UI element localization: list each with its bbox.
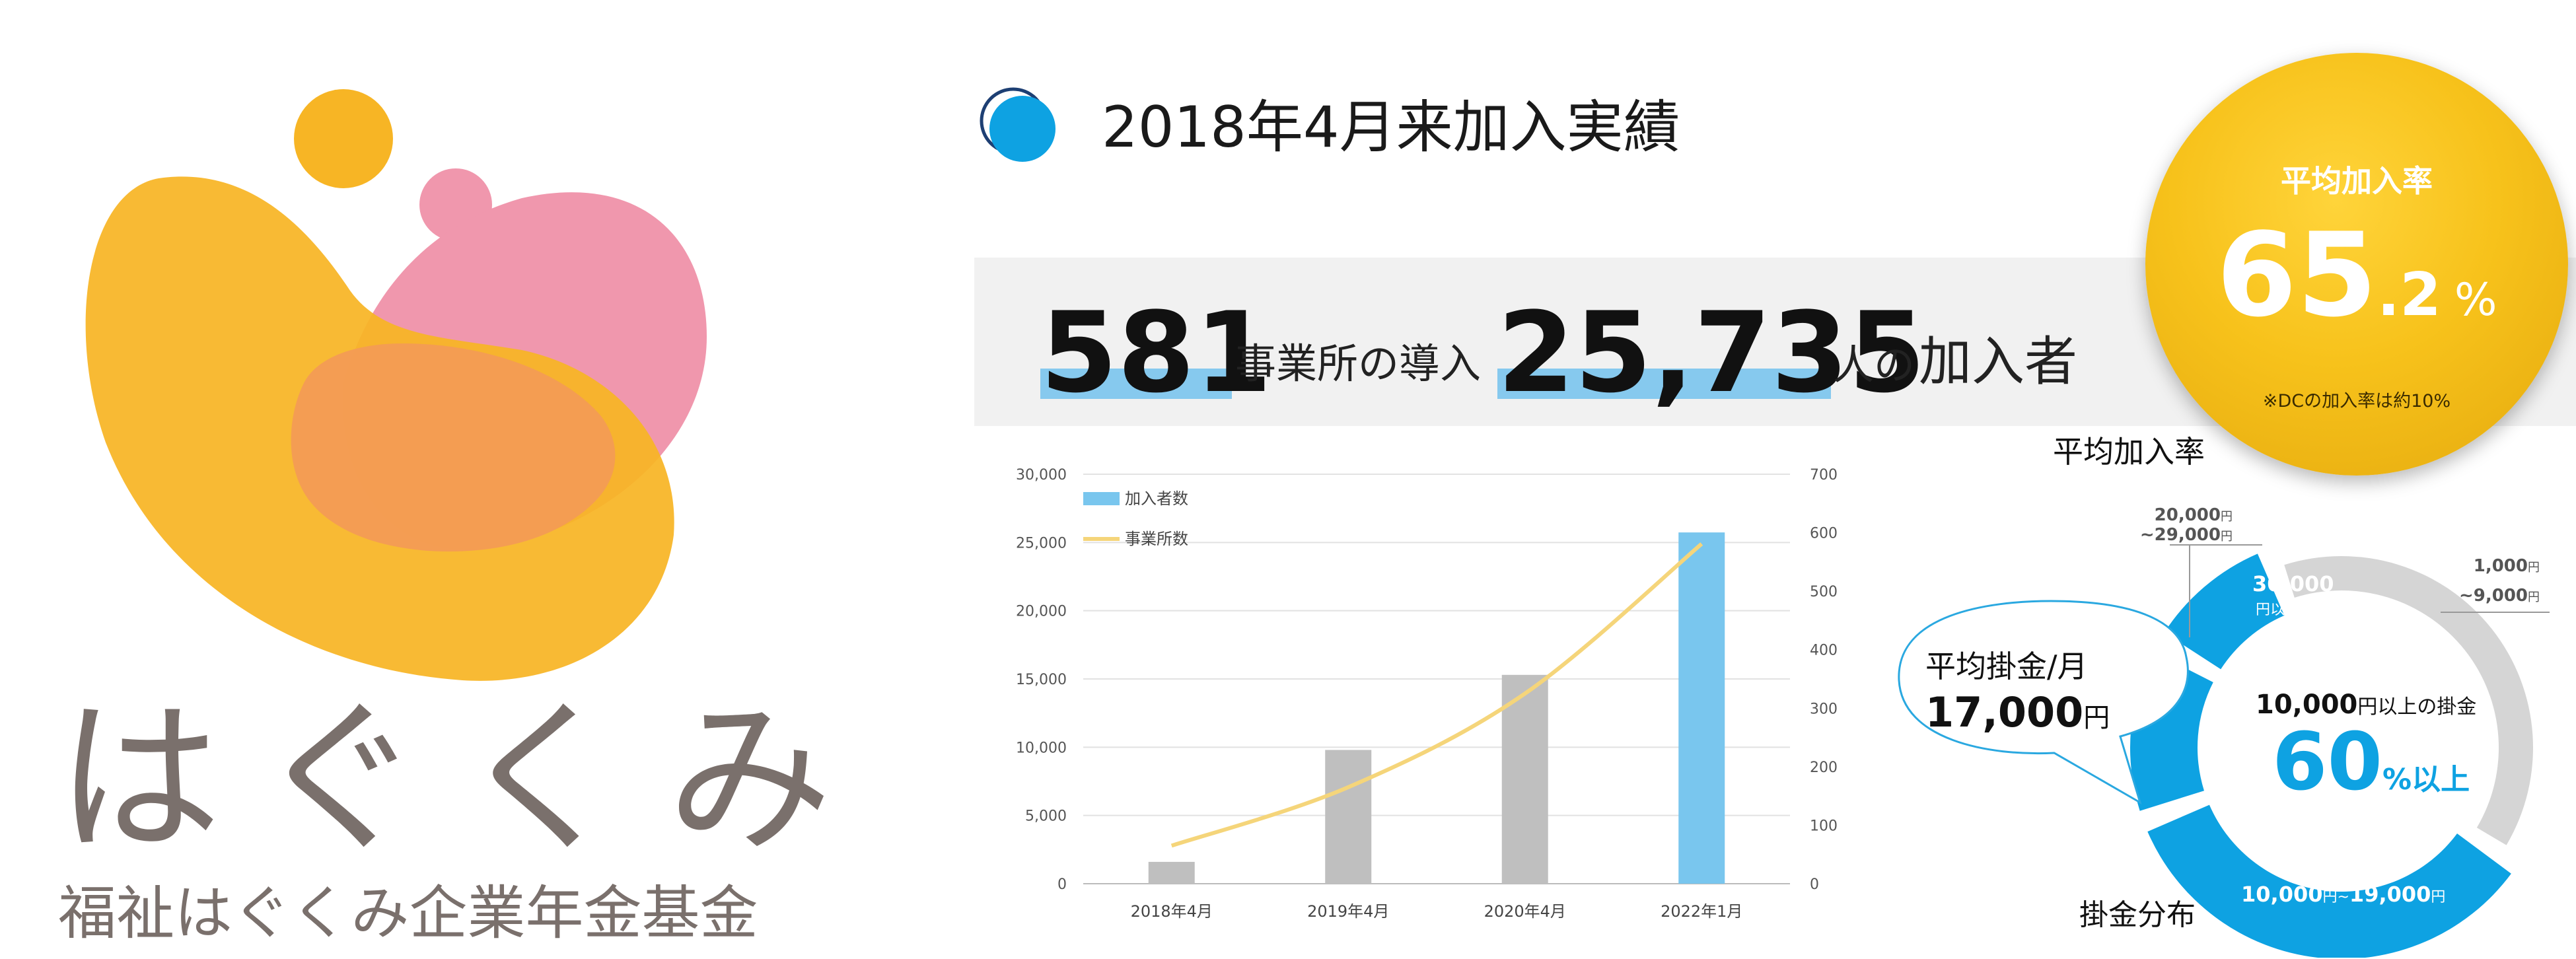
average-contribution-label: 平均掛金/月: [1925, 649, 2088, 684]
rate-value: 65.2%: [2145, 218, 2568, 334]
segment-20000-value: 20,000円: [2155, 505, 2233, 525]
members-count: 25,735: [1497, 288, 1926, 417]
y-left-tick-label: 15,000: [1016, 672, 1067, 688]
segment-20000-value-2: ~29,000円: [2140, 525, 2233, 545]
y-right-tick-label: 600: [1810, 526, 1838, 542]
rate-value-int: 65: [2216, 209, 2378, 343]
x-tick-label: 2020年4月: [1484, 902, 1566, 921]
logo-orange-dot: [294, 89, 393, 188]
members-label-2: 加入者: [1919, 331, 2077, 392]
members-label-1: 人の: [1833, 341, 1915, 389]
segment-1000-value: 1,000円: [2474, 556, 2540, 576]
center-threshold: 10,000円以上の掛金: [2256, 690, 2476, 720]
average-rate-badge: 平均加入率 65.2% ※DCの加入率は約10%: [2145, 53, 2568, 476]
donut-ring: [2130, 553, 2533, 958]
segment-10000-label: 10,000円~19,000円: [2241, 882, 2445, 907]
x-tick-label: 2022年1月: [1661, 902, 1742, 921]
offices-highlight: [1040, 369, 1232, 399]
y-left-tick-label: 25,000: [1016, 535, 1067, 551]
y-left-tick-label: 30,000: [1016, 467, 1067, 483]
legend-swatch-members: [1083, 492, 1120, 505]
donut-segment: [2164, 553, 2285, 670]
x-tick-label: 2019年4月: [1307, 902, 1389, 921]
y-left-tick-label: 5,000: [1025, 808, 1067, 825]
donut-segment: [2147, 804, 2511, 958]
center-big-value: 60%以上: [2272, 717, 2470, 808]
y-right-tick-label: 0: [1810, 876, 1819, 893]
brand-name: はぐくみ: [56, 683, 869, 875]
rate-label: 平均加入率: [2281, 163, 2433, 199]
offices-count: 581: [1040, 288, 1272, 417]
rate-value-dec: .2: [2377, 260, 2441, 330]
y-right-tick-label: 300: [1810, 701, 1838, 717]
hagukumi-logo: [85, 89, 707, 681]
y-left-tick-label: 10,000: [1016, 740, 1067, 756]
donut-segment: [2284, 556, 2533, 845]
y-right-tick-label: 200: [1810, 760, 1838, 776]
y-left-tick-label: 0: [1057, 876, 1067, 893]
heading-bullet-icon: [980, 87, 1055, 162]
average-contribution-value: 17,000円: [1925, 688, 2110, 736]
offices-label: 事業所の導入: [1235, 339, 1482, 388]
bar: [1325, 750, 1372, 884]
y-right-tick-label: 400: [1810, 643, 1838, 659]
y-right-tick-label: 100: [1810, 818, 1838, 834]
y-left-tick-label: 20,000: [1016, 604, 1067, 620]
chart-grid: [1083, 474, 1790, 884]
legend-label-members: 加入者数: [1125, 489, 1188, 508]
logo-overlap-shape: [291, 343, 616, 551]
average-contribution-bubble: [1898, 600, 2189, 805]
bar: [1501, 674, 1548, 884]
section-title: 2018年4月来加入実績: [1102, 94, 1680, 160]
distribution-caption: 掛金分布: [2079, 898, 2196, 932]
y-right-tick-label: 500: [1810, 584, 1838, 600]
segment-30000-value: 30,000: [2252, 571, 2334, 596]
rate-note: ※DCの加入率は約10%: [2262, 391, 2451, 411]
series-line-offices: [1170, 542, 1703, 848]
chart-bars: [1148, 532, 1725, 884]
members-highlight: [1497, 369, 1831, 399]
brand-full-name: 福祉はぐくみ企業年金基金: [58, 879, 758, 947]
bar: [1678, 532, 1725, 884]
y-right-tick-label: 700: [1810, 467, 1838, 483]
contribution-distribution: 平均掛金/月 17,000円 10,000円以上の掛金 60%以上 30,000…: [1898, 505, 2550, 958]
bar: [1148, 861, 1195, 884]
segment-1000-value-2: ~9,000円: [2459, 586, 2540, 606]
legend-label-offices: 事業所数: [1125, 530, 1188, 548]
chart-line: [1170, 542, 1703, 848]
rate-unit: %: [2454, 274, 2497, 326]
chart-ticks: 0 5,000 10,000 15,000 20,000 25,000 30,000 0 100…: [1016, 467, 1838, 921]
enrollment-chart: 0 5,000 10,000 15,000 20,000 25,000 30,000 0 100…: [1016, 467, 1838, 921]
x-tick-label: 2018年4月: [1131, 902, 1213, 921]
segment-30000-suffix: 円以上: [2256, 602, 2299, 618]
rate-caption: 平均加入率: [2053, 434, 2205, 470]
